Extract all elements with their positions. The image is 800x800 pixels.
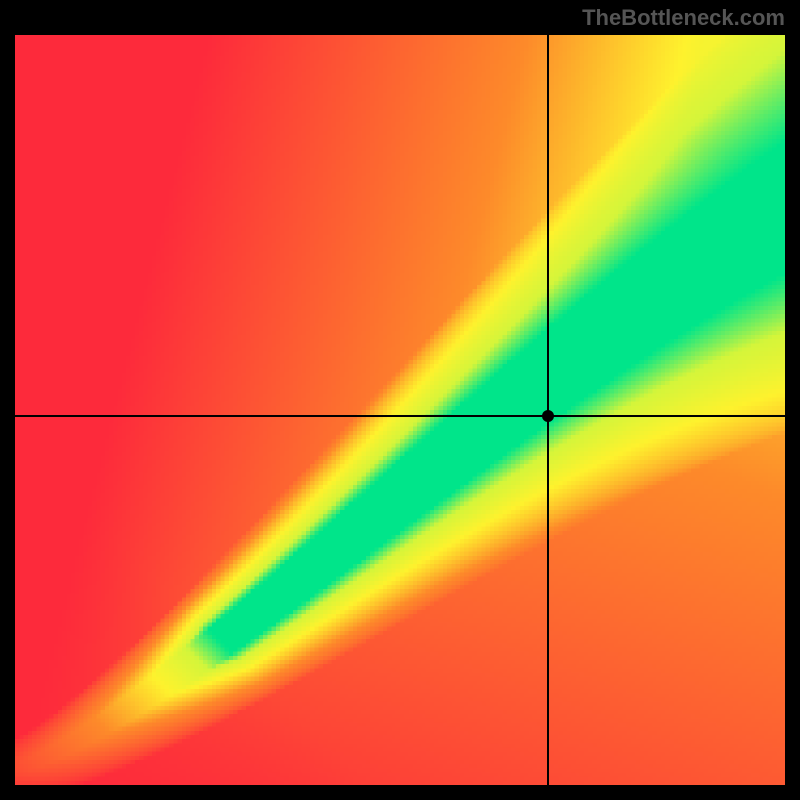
horizontal-crosshair — [15, 415, 785, 417]
chart-container: TheBottleneck.com — [0, 0, 800, 800]
heatmap-canvas — [15, 35, 785, 785]
plot-area — [15, 35, 785, 785]
data-point-marker — [542, 410, 554, 422]
watermark-text: TheBottleneck.com — [582, 5, 785, 31]
